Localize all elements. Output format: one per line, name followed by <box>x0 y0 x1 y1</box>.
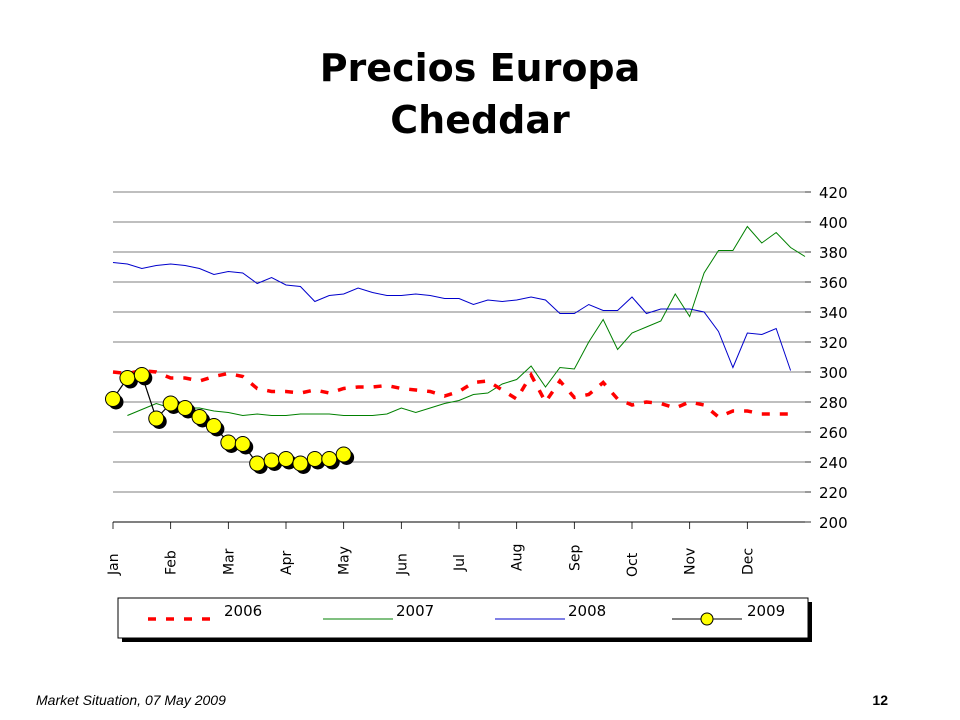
legend-label-2006: 2006 <box>224 602 262 620</box>
legend-label-2008: 2008 <box>568 602 606 620</box>
legend-label-2007: 2007 <box>396 602 434 620</box>
y-tick-label: 260 <box>819 424 848 442</box>
series-2009-marker <box>148 410 165 427</box>
y-tick-label: 200 <box>819 514 848 532</box>
series-2009-marker <box>119 370 136 386</box>
legend-box <box>117 597 809 639</box>
series-2009-marker <box>220 434 237 451</box>
grid <box>113 191 805 523</box>
y-tick-label: 300 <box>819 364 848 382</box>
series-2009-marker <box>292 455 309 472</box>
series-2009-marker <box>205 418 222 434</box>
legend-marker-2009 <box>700 612 714 626</box>
y-tick-label: 220 <box>819 484 848 502</box>
y-tick-label: 340 <box>819 304 848 322</box>
x-tick-label: Jul <box>452 554 468 572</box>
x-tick-label: Nov <box>683 548 699 575</box>
y-tick-label: 380 <box>819 244 848 262</box>
x-tick-label: Oct <box>625 552 641 577</box>
series-2009-marker <box>234 436 251 452</box>
page-number: 12 <box>872 692 888 708</box>
y-tick-label: 240 <box>819 454 848 472</box>
footer-caption: Market Situation, 07 May 2009 <box>36 692 226 708</box>
series-2009-marker <box>177 400 194 416</box>
legend-label-2009: 2009 <box>747 602 785 620</box>
series-2009-marker <box>278 451 294 467</box>
legend: 2006 2007 2008 2009 <box>117 597 812 642</box>
x-tick-label: Aug <box>510 544 526 571</box>
x-tick-label: May <box>337 546 353 575</box>
series-2009-marker <box>249 455 266 472</box>
y-tick-label: 320 <box>819 334 848 352</box>
x-tick-label: Jun <box>394 553 410 576</box>
chart-subtitle: Cheddar <box>390 98 570 142</box>
series-2009-marker <box>306 451 323 467</box>
y-tick-label: 280 <box>819 394 848 412</box>
series-2009-marker <box>335 446 352 463</box>
x-tick-label: Apr <box>279 551 295 575</box>
series-2009-marker <box>321 451 338 467</box>
series-2006-line <box>112 368 791 420</box>
chart-title: Precios Europa <box>319 46 641 90</box>
x-tick-label: Mar <box>221 548 237 575</box>
x-tick-label: Sep <box>567 545 583 572</box>
series-2009-marker <box>191 409 208 425</box>
x-tick-label: Dec <box>740 548 756 575</box>
series-2008-line <box>112 262 792 371</box>
series-2009-marker <box>263 452 280 469</box>
series-2009-marker <box>105 391 121 407</box>
y-tick-label: 400 <box>819 214 848 232</box>
x-tick-label: Jan <box>106 553 122 576</box>
y-tick-label: 360 <box>819 274 848 292</box>
y-tick-label: 420 <box>819 184 848 202</box>
axes: 200 220 240 260 280 300 320 340 360 380 400 420 Jan F… <box>106 184 848 577</box>
series-group <box>105 225 806 474</box>
x-tick-label: Feb <box>164 550 180 575</box>
series-2009-marker <box>133 367 150 383</box>
series-2009-marker <box>162 395 179 412</box>
